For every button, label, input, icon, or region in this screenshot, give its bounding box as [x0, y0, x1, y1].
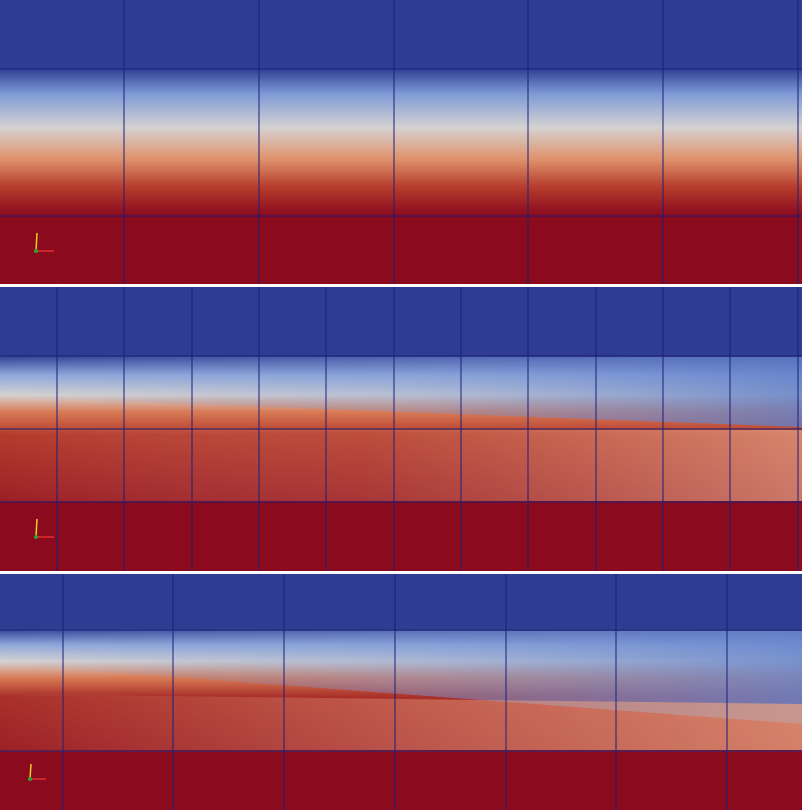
mesh-render-coarse [0, 0, 802, 284]
field-hot-base [0, 752, 802, 810]
panel-separator [0, 571, 802, 574]
mesh-panel-refined [0, 287, 802, 571]
field-cold-shift [0, 631, 802, 724]
field-gradient [0, 0, 802, 284]
orientation-axes-icon [34, 232, 54, 253]
orientation-axes-icon [28, 763, 46, 781]
mesh-panel-coarse [0, 0, 802, 284]
mesh-grid-lines [0, 0, 802, 284]
field-hot-base [0, 502, 802, 571]
orientation-axes-icon [34, 518, 54, 539]
panel-separator [0, 284, 802, 287]
field-front-shift [0, 430, 802, 501]
mesh-render-stretched [0, 574, 802, 810]
field-front-shift [0, 694, 802, 750]
field-cold-shift [0, 357, 802, 427]
mesh-grid-lines [0, 287, 802, 571]
mesh-render-refined [0, 287, 802, 571]
mesh-grid-lines [0, 574, 802, 810]
mesh-panel-stretched [0, 574, 802, 810]
